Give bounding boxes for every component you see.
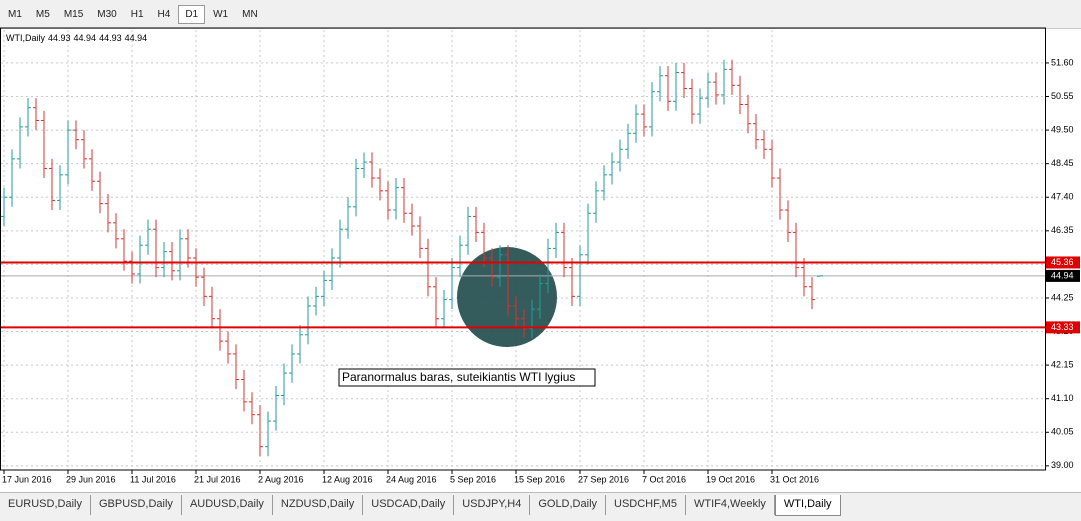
level-label-box [1046, 256, 1080, 269]
chart-header: WTI,Daily 44.93 44.94 44.93 44.94 [6, 33, 150, 43]
timeframe-button[interactable]: W1 [213, 8, 229, 20]
y-tick-label: 51.60 [1051, 57, 1074, 67]
y-tick-label: 41.10 [1051, 393, 1074, 403]
chart-tab[interactable]: NZDUSD,Daily [273, 495, 364, 515]
y-tick-label: 39.00 [1051, 460, 1074, 470]
header-value: 44.94 [73, 33, 97, 43]
timeframe-button[interactable]: H4 [157, 8, 171, 20]
timeframe-button[interactable]: H1 [130, 8, 144, 20]
chart-tab[interactable]: AUDUSD,Daily [182, 495, 273, 515]
x-tick-label: 19 Oct 2016 [706, 474, 755, 484]
y-tick-label: 49.50 [1051, 124, 1074, 134]
level-label-box [1046, 321, 1080, 334]
chart-tab[interactable]: GOLD,Daily [530, 495, 607, 515]
x-tick-label: 12 Aug 2016 [322, 474, 373, 484]
y-tick-label: 48.45 [1051, 158, 1074, 168]
header-value: 44.94 [124, 33, 148, 43]
x-tick-label: 11 Jul 2016 [130, 474, 176, 484]
level-label: 43.33 [1051, 322, 1074, 332]
header-value: 44.93 [99, 33, 122, 43]
plot-frame [0, 27, 1046, 471]
timeframe-button[interactable]: M30 [97, 8, 117, 20]
x-tick-label: 2 Aug 2016 [258, 474, 304, 484]
chart-tab[interactable]: EURUSD,Daily [0, 495, 91, 515]
chart-tab[interactable]: USDJPY,H4 [454, 495, 531, 515]
header-value: 44.93 [48, 33, 71, 43]
timeframe-button[interactable]: MN [242, 8, 258, 20]
x-tick-label: 27 Sep 2016 [578, 474, 629, 484]
chart: 51.6050.5549.5048.4547.4046.3545.3044.25… [0, 27, 1080, 484]
x-tick-label: 15 Sep 2016 [514, 474, 565, 484]
x-tick-label: 31 Oct 2016 [770, 474, 819, 484]
x-tick-label: 5 Sep 2016 [450, 474, 496, 484]
annotation-box [338, 368, 596, 387]
x-tick-label: 17 Jun 2016 [2, 474, 52, 484]
chart-tab[interactable]: GBPUSD,Daily [91, 495, 182, 515]
timeframe-button[interactable]: M5 [35, 8, 50, 20]
y-tick-label: 40.05 [1051, 427, 1074, 437]
timeframe-button[interactable]: M1 [8, 8, 22, 20]
symbol: WTI,Daily [6, 33, 45, 43]
x-tick-label: 7 Oct 2016 [642, 474, 686, 484]
tab-bar: EURUSD,Daily GBPUSD,Daily AUDUSD,Daily NZDU… [0, 492, 1081, 521]
chart-tab[interactable]: USDCAD,Daily [363, 495, 455, 515]
timeframe-button[interactable]: D1 [178, 4, 206, 24]
current-price-label: 44.94 [1051, 270, 1074, 280]
x-tick-label: 29 Jun 2016 [66, 474, 116, 484]
y-tick-label: 47.40 [1051, 192, 1074, 202]
x-tick-label: 24 Aug 2016 [386, 474, 437, 484]
current-price-box [1046, 269, 1080, 282]
chart-tab[interactable]: WTI,Daily [774, 495, 841, 516]
y-tick-label: 44.25 [1051, 292, 1074, 302]
annotation: Paranormalus baras, suteikiantis WTI lyg… [342, 370, 575, 384]
x-tick-label: 21 Jul 2016 [194, 474, 241, 484]
y-tick-label: 42.15 [1051, 359, 1074, 369]
chart-tab[interactable]: WTIF4,Weekly [686, 495, 775, 515]
chart-tab[interactable]: USDCHF,M5 [606, 495, 686, 515]
y-tick-label: 50.55 [1051, 91, 1074, 101]
y-tick-label: 46.35 [1051, 225, 1074, 235]
level-label: 45.36 [1051, 257, 1074, 267]
timeframe-button[interactable]: M15 [63, 8, 84, 20]
